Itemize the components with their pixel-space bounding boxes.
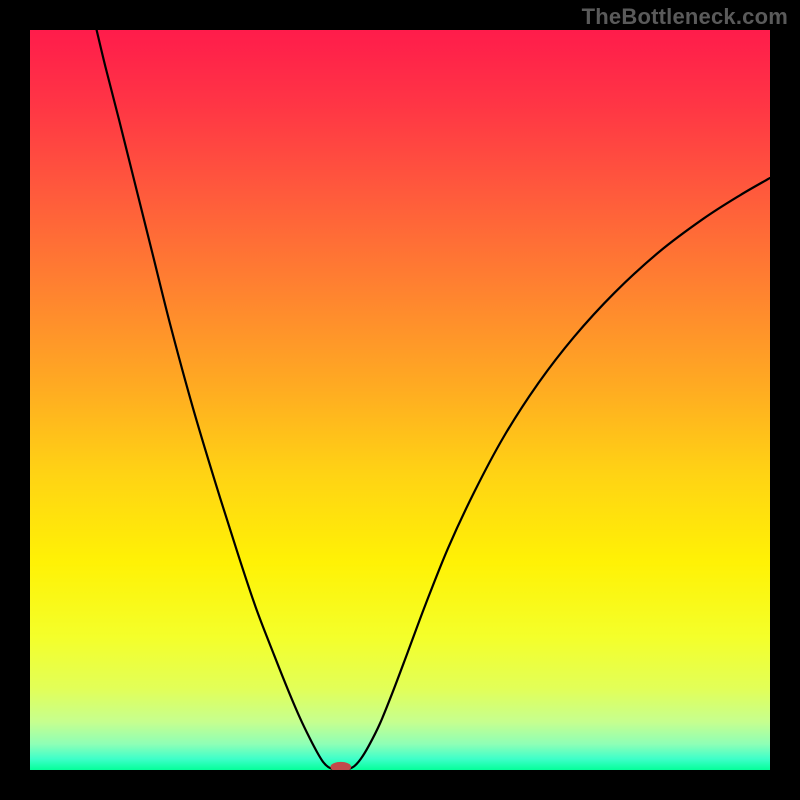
chart-frame: TheBottleneck.com	[0, 0, 800, 800]
plot-area	[30, 30, 770, 770]
gradient-background	[30, 30, 770, 770]
watermark-text: TheBottleneck.com	[582, 4, 788, 30]
plot-svg	[30, 30, 770, 770]
